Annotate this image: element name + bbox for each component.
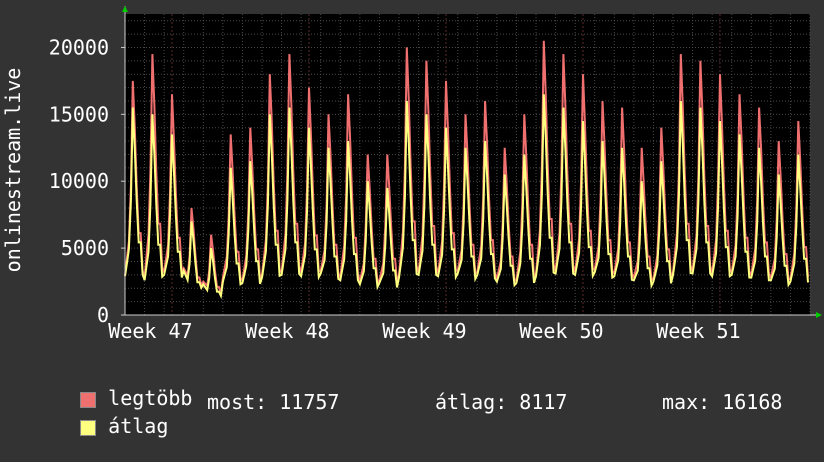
stat-average-label: átlag: <box>435 390 508 414</box>
stat-max: max: 16168 <box>662 390 782 414</box>
x-tick-label: Week 51 <box>656 319 740 343</box>
x-tick-label: Week 48 <box>245 319 329 343</box>
x-tick-label: Week 49 <box>382 319 466 343</box>
stat-current: most: 11757 <box>207 390 339 414</box>
y-tick-label: 15000 <box>49 102 109 126</box>
stat-max-label: max: <box>662 390 711 414</box>
stat-average: átlag: 8117 <box>435 390 567 414</box>
y-tick-label: 0 <box>97 303 109 327</box>
stat-current-value: 11757 <box>279 390 340 414</box>
series-avg-line <box>124 94 809 300</box>
line-chart: 0 5000 10000 15000 20000 Week 47 Week 48 Week 4… <box>1 6 822 343</box>
x-tick-label: Week 50 <box>519 319 603 343</box>
stat-current-label: most: <box>207 390 268 414</box>
legend-avg: átlag <box>32 390 168 462</box>
legend-avg-label: átlag <box>108 414 169 438</box>
stat-max-value: 16168 <box>722 390 783 414</box>
legend-max: legtöbb <box>32 362 192 434</box>
y-axis-label: onlinestream.live <box>1 68 25 273</box>
legend-max-label: legtöbb <box>108 386 193 410</box>
x-axis-arrow <box>816 312 822 318</box>
legend-avg-swatch <box>80 419 97 436</box>
series-max-line <box>124 40 809 294</box>
y-tick-label: 5000 <box>61 236 109 260</box>
chart-container: 0 5000 10000 15000 20000 Week 47 Week 48 Week 4… <box>1 6 822 438</box>
stat-average-value: 8117 <box>519 390 568 414</box>
y-tick-label: 20000 <box>49 35 109 59</box>
y-axis-arrow <box>122 6 128 12</box>
legend-max-swatch <box>80 391 97 408</box>
x-tick-label: Week 47 <box>108 319 192 343</box>
y-tick-label: 10000 <box>49 169 109 193</box>
